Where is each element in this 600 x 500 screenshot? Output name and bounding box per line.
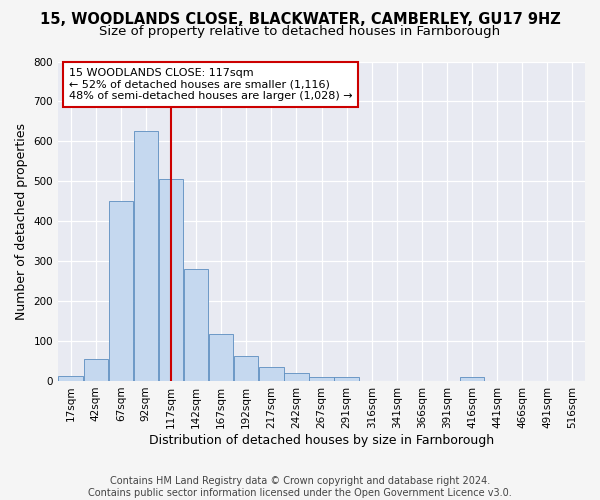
Text: 15 WOODLANDS CLOSE: 117sqm
← 52% of detached houses are smaller (1,116)
48% of s: 15 WOODLANDS CLOSE: 117sqm ← 52% of deta… xyxy=(68,68,352,101)
Text: Size of property relative to detached houses in Farnborough: Size of property relative to detached ho… xyxy=(100,25,500,38)
Bar xyxy=(259,366,284,380)
Bar xyxy=(134,132,158,380)
Text: Contains HM Land Registry data © Crown copyright and database right 2024.
Contai: Contains HM Land Registry data © Crown c… xyxy=(88,476,512,498)
Bar xyxy=(58,376,83,380)
X-axis label: Distribution of detached houses by size in Farnborough: Distribution of detached houses by size … xyxy=(149,434,494,448)
Bar xyxy=(109,201,133,380)
Bar xyxy=(159,179,183,380)
Bar xyxy=(284,372,308,380)
Text: 15, WOODLANDS CLOSE, BLACKWATER, CAMBERLEY, GU17 9HZ: 15, WOODLANDS CLOSE, BLACKWATER, CAMBERL… xyxy=(40,12,560,28)
Bar xyxy=(334,378,359,380)
Bar xyxy=(460,378,484,380)
Bar xyxy=(83,358,108,380)
Bar xyxy=(184,269,208,380)
Bar xyxy=(209,334,233,380)
Bar xyxy=(310,376,334,380)
Y-axis label: Number of detached properties: Number of detached properties xyxy=(15,122,28,320)
Bar xyxy=(234,356,259,380)
